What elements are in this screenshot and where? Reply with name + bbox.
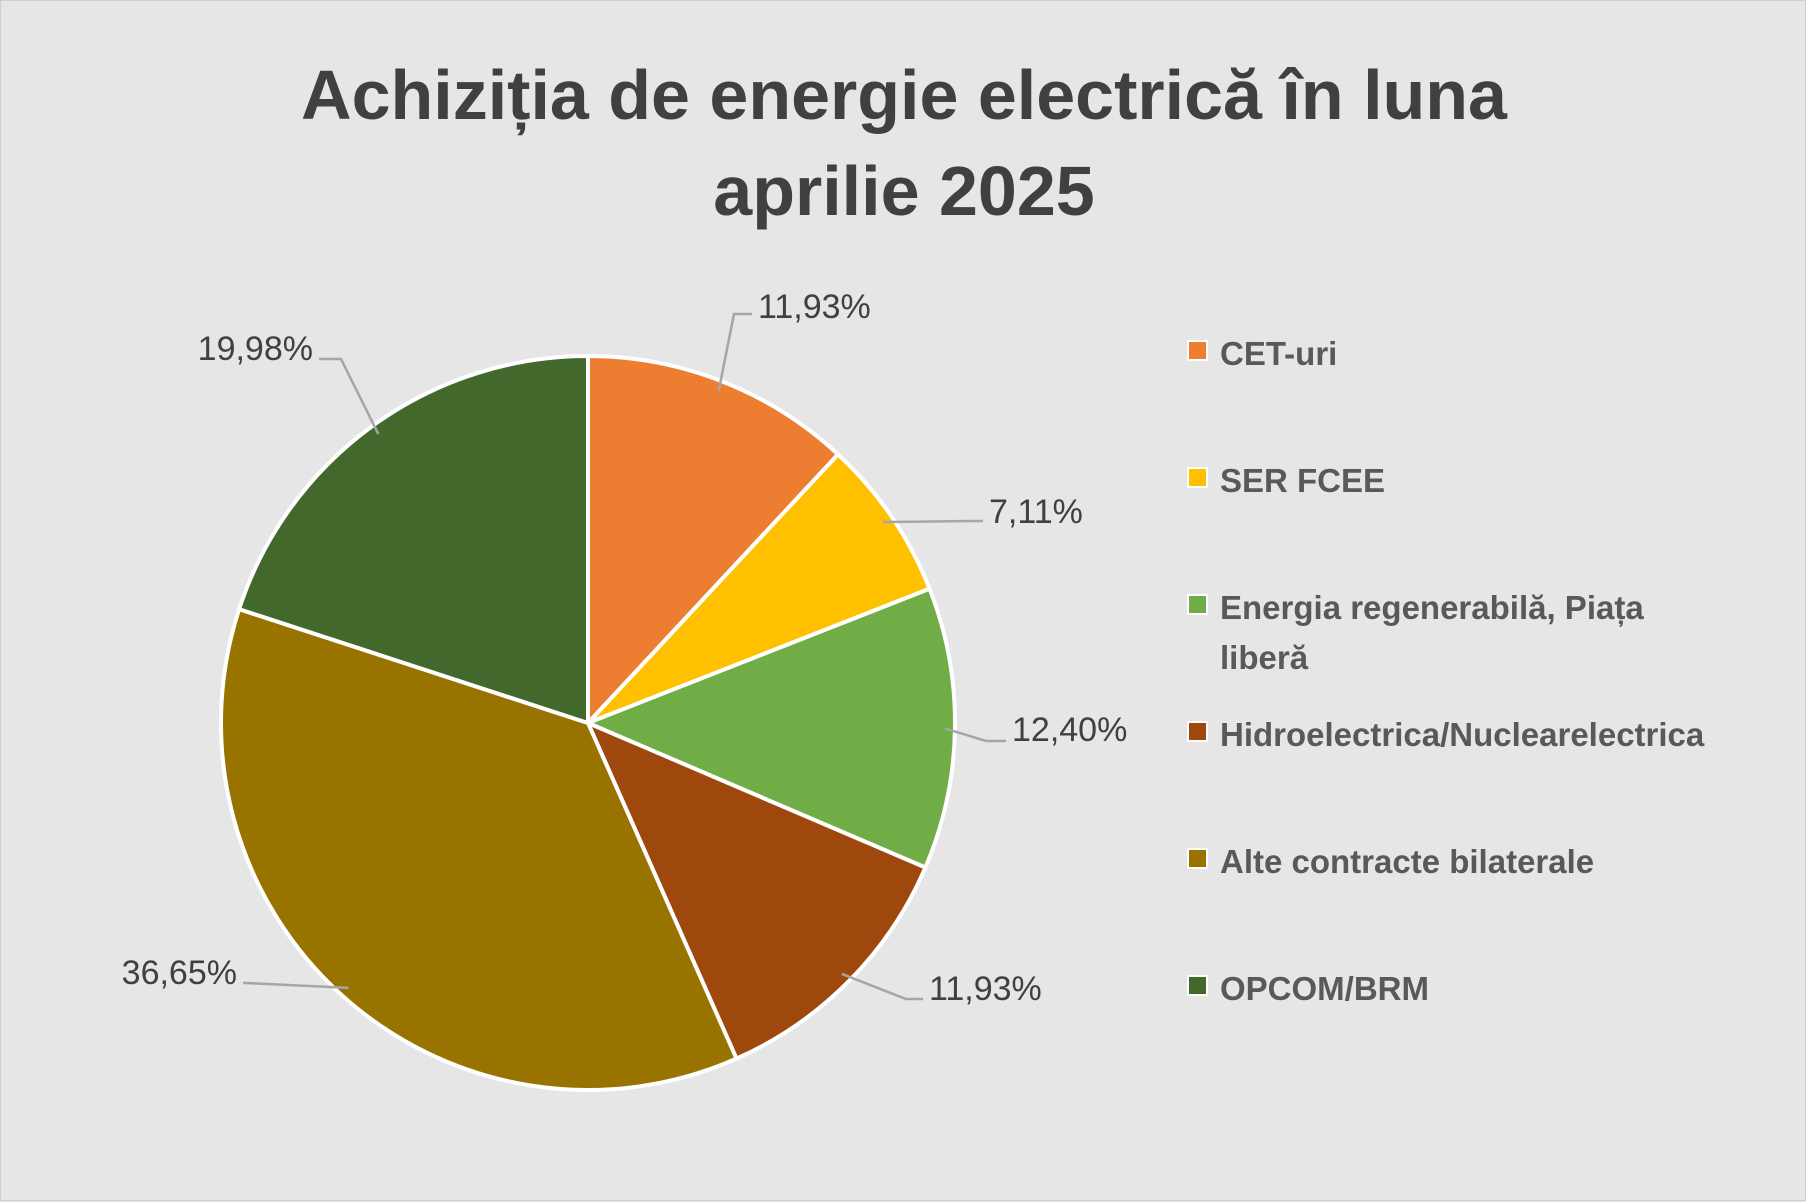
legend-item-4: Hidroelectrica/Nuclearelectrica: [1187, 710, 1777, 760]
leader-line-6: [319, 357, 380, 435]
pie-slice-5: [219, 607, 739, 1092]
legend-swatch: [1187, 721, 1208, 742]
pie-slice-3: [586, 586, 957, 870]
legend-swatch: [1187, 975, 1208, 996]
legend-label: Energia regenerabilă, Piața liberă: [1220, 589, 1644, 676]
legend-swatch: [1187, 340, 1208, 361]
legend-item-2: SER FCEE: [1187, 456, 1777, 506]
pie-slice-6: [237, 354, 590, 725]
legend-item-6: OPCOM/BRM: [1187, 964, 1777, 1014]
data-label-1: 11,93%: [758, 288, 871, 326]
legend-label: CET-uri: [1220, 335, 1338, 372]
legend-label: SER FCEE: [1220, 462, 1386, 499]
data-label-6: 19,98%: [198, 330, 313, 368]
pie-slice-4: [586, 721, 928, 1061]
pie-slice-1: [586, 354, 841, 725]
pie-slice-2: [586, 452, 932, 725]
legend-label: Alte contracte bilaterale: [1220, 843, 1595, 880]
legend-swatch: [1187, 848, 1208, 869]
data-label-3: 12,40%: [1012, 711, 1127, 749]
leader-line-2: [883, 519, 983, 524]
legend-label: Hidroelectrica/Nuclearelectrica: [1220, 716, 1705, 753]
data-label-5: 36,65%: [122, 954, 237, 992]
legend-item-1: CET-uri: [1187, 329, 1777, 379]
legend-label: OPCOM/BRM: [1220, 970, 1429, 1007]
leader-line-3: [944, 727, 1006, 743]
leader-line-5: [243, 981, 349, 990]
legend-swatch: [1187, 594, 1208, 615]
legend-item-3: Energia regenerabilă, Piața liberă: [1187, 583, 1777, 683]
data-label-4: 11,93%: [929, 970, 1042, 1008]
data-label-2: 7,11%: [989, 493, 1083, 531]
leader-line-1: [717, 312, 752, 392]
legend-swatch: [1187, 467, 1208, 488]
leader-line-4: [841, 972, 923, 1001]
legend-item-5: Alte contracte bilaterale: [1187, 837, 1777, 887]
chart-title: Achiziția de energie electrică în luna a…: [301, 56, 1507, 230]
